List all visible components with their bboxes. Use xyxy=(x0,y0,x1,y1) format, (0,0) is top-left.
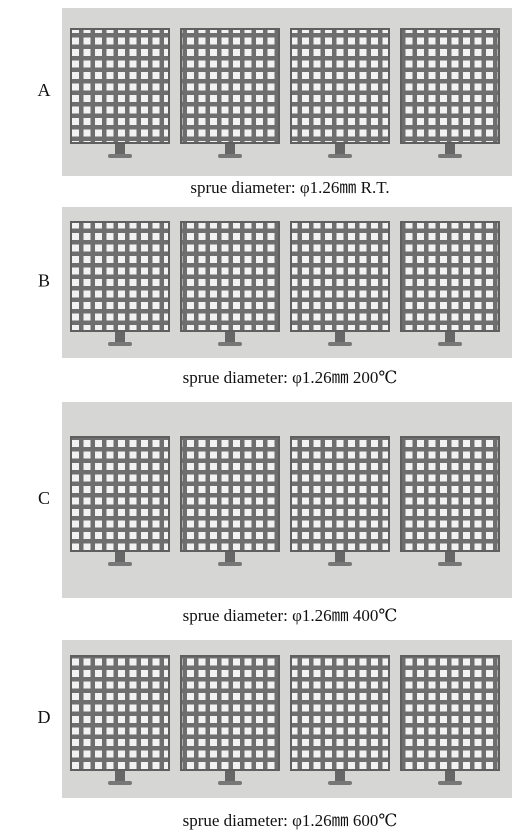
mesh xyxy=(182,438,278,550)
sprue xyxy=(115,144,125,156)
sprue xyxy=(335,144,345,156)
mesh xyxy=(72,30,168,142)
sprue xyxy=(115,332,125,344)
panel-label: A xyxy=(38,80,51,100)
sprue-base xyxy=(438,154,462,158)
sprue-base xyxy=(108,562,132,566)
sprue xyxy=(115,771,125,783)
mesh xyxy=(72,223,168,330)
sprue xyxy=(335,332,345,344)
sprue xyxy=(225,552,235,564)
sprue-base xyxy=(328,562,352,566)
panel-caption: sprue diameter: φ1.26㎜ R.T. xyxy=(190,178,389,197)
sprue-base xyxy=(438,781,462,785)
mesh xyxy=(182,30,278,142)
sprue xyxy=(225,771,235,783)
sprue xyxy=(445,771,455,783)
mesh xyxy=(402,30,498,142)
sprue-base xyxy=(438,342,462,346)
sprue-base xyxy=(218,781,242,785)
mesh xyxy=(182,223,278,330)
panel-caption: sprue diameter: φ1.26㎜ 200℃ xyxy=(183,368,398,387)
mesh xyxy=(182,657,278,769)
sprue xyxy=(225,144,235,156)
sprue-base xyxy=(108,154,132,158)
sprue-base xyxy=(218,154,242,158)
sprue xyxy=(335,771,345,783)
mesh xyxy=(402,438,498,550)
sprue-base xyxy=(328,342,352,346)
sprue-base xyxy=(218,342,242,346)
panel-caption: sprue diameter: φ1.26㎜ 400℃ xyxy=(183,606,398,625)
sprue-base xyxy=(328,154,352,158)
panel-label: C xyxy=(38,488,50,508)
panel-caption: sprue diameter: φ1.26㎜ 600℃ xyxy=(183,811,398,830)
sprue xyxy=(115,552,125,564)
sprue xyxy=(445,332,455,344)
panel-label: D xyxy=(38,707,51,727)
sprue xyxy=(445,552,455,564)
mesh xyxy=(402,657,498,769)
mesh xyxy=(402,223,498,330)
mesh xyxy=(292,30,388,142)
sprue xyxy=(445,144,455,156)
sprue-base xyxy=(218,562,242,566)
mesh xyxy=(292,657,388,769)
sprue-base xyxy=(328,781,352,785)
mesh xyxy=(72,438,168,550)
mesh xyxy=(72,657,168,769)
panel-label: B xyxy=(38,271,50,291)
sprue-base xyxy=(438,562,462,566)
sprue-base xyxy=(108,342,132,346)
sprue-base xyxy=(108,781,132,785)
sprue xyxy=(225,332,235,344)
mesh xyxy=(292,223,388,330)
mesh xyxy=(292,438,388,550)
sprue xyxy=(335,552,345,564)
